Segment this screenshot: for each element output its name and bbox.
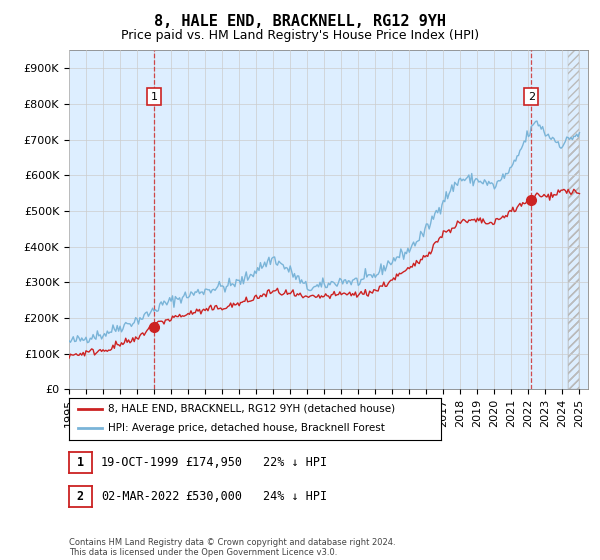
Text: £530,000: £530,000: [185, 489, 242, 503]
Text: HPI: Average price, detached house, Bracknell Forest: HPI: Average price, detached house, Brac…: [108, 423, 385, 433]
Text: 1: 1: [77, 456, 84, 469]
Text: 8, HALE END, BRACKNELL, RG12 9YH: 8, HALE END, BRACKNELL, RG12 9YH: [154, 14, 446, 29]
Text: Price paid vs. HM Land Registry's House Price Index (HPI): Price paid vs. HM Land Registry's House …: [121, 29, 479, 42]
Text: Contains HM Land Registry data © Crown copyright and database right 2024.
This d: Contains HM Land Registry data © Crown c…: [69, 538, 395, 557]
Text: 2: 2: [528, 92, 535, 102]
Text: 8, HALE END, BRACKNELL, RG12 9YH (detached house): 8, HALE END, BRACKNELL, RG12 9YH (detach…: [108, 404, 395, 414]
Text: 1: 1: [151, 92, 158, 102]
Text: £174,950: £174,950: [185, 456, 242, 469]
Text: 22% ↓ HPI: 22% ↓ HPI: [263, 456, 327, 469]
Text: 24% ↓ HPI: 24% ↓ HPI: [263, 489, 327, 503]
Text: 2: 2: [77, 489, 84, 503]
Text: 02-MAR-2022: 02-MAR-2022: [101, 489, 179, 503]
Text: 19-OCT-1999: 19-OCT-1999: [101, 456, 179, 469]
